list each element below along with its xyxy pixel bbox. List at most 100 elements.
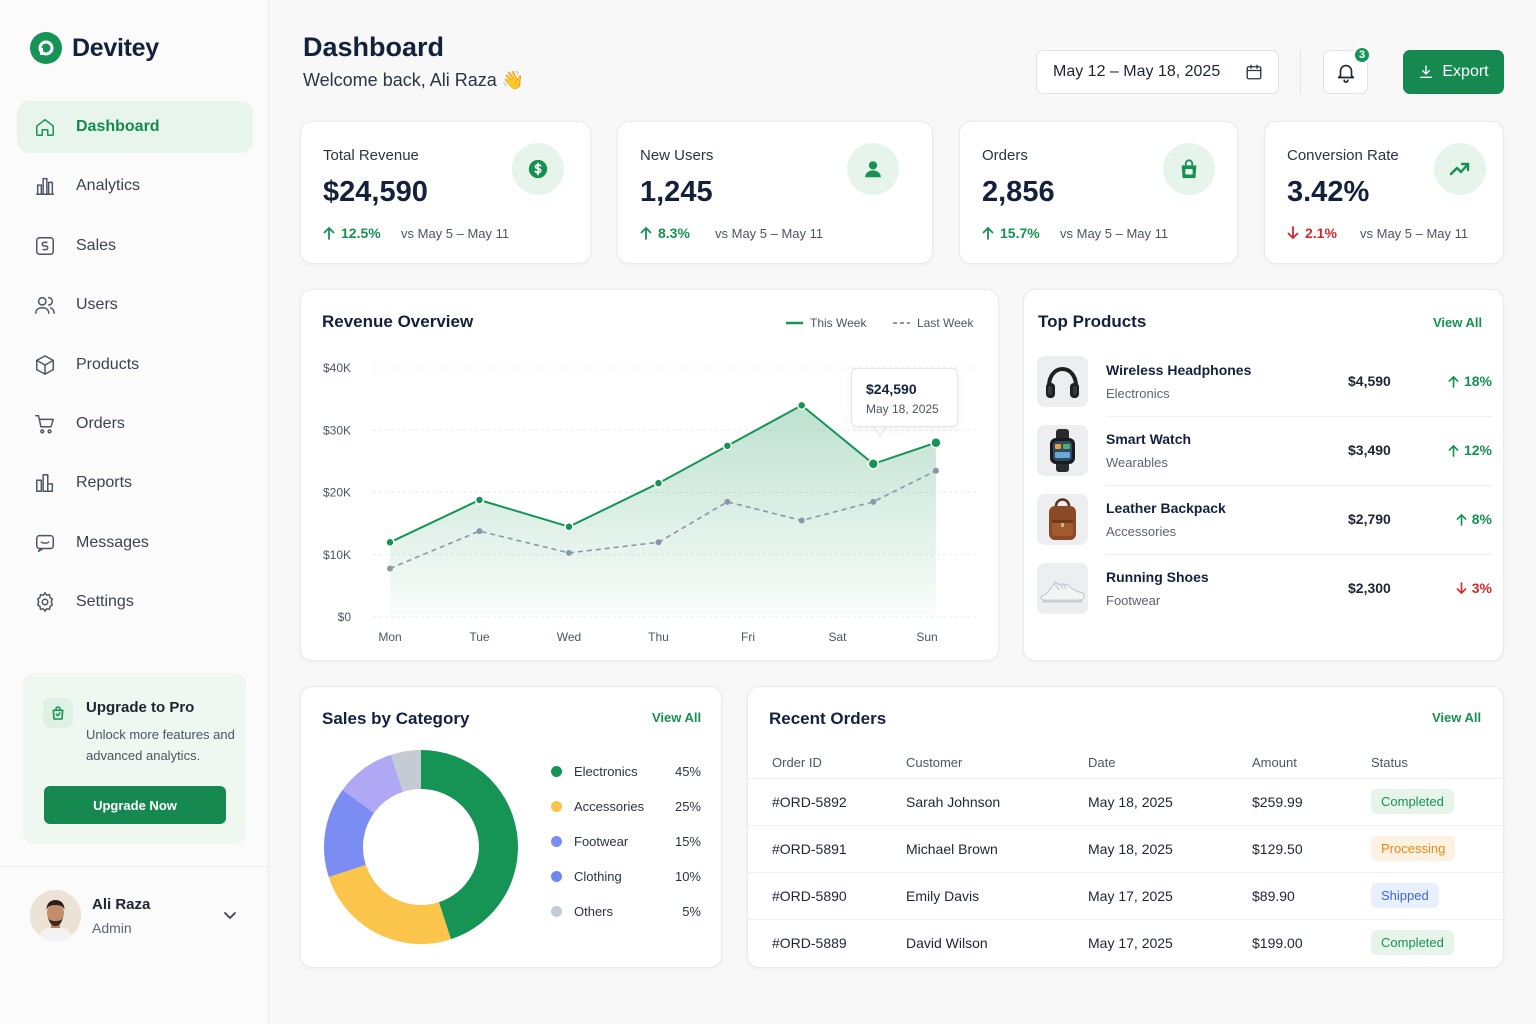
product-name: Leather Backpack [1106, 500, 1226, 516]
order-customer: Emily Davis [906, 888, 980, 904]
arrow-up-icon [1456, 513, 1467, 526]
stat-compare: vs May 5 – May 11 [1060, 226, 1169, 241]
column-header[interactable]: Order ID [772, 755, 822, 770]
product-price: $2,300 [1348, 580, 1391, 596]
logo-icon [30, 32, 62, 64]
stat-delta-value: 15.7% [1000, 225, 1040, 241]
donut-slice[interactable] [391, 750, 421, 792]
stat-delta-value: 12.5% [341, 225, 381, 241]
last-week-point [724, 498, 731, 505]
tooltip-pointer [873, 426, 887, 437]
table-row[interactable]: #ORD-5891 Michael Brown May 18, 2025 $12… [748, 825, 1505, 872]
view-all-link[interactable]: View All [652, 710, 702, 725]
table-row[interactable]: #ORD-5892 Sarah Johnson May 18, 2025 $25… [748, 778, 1505, 825]
product-trend: 3% [1456, 580, 1492, 596]
sidebar-item-settings[interactable]: Settings [17, 576, 253, 628]
user-role: Admin [92, 920, 132, 936]
last-week-point [387, 565, 393, 572]
y-tick-label: $10K [323, 548, 351, 562]
product-row[interactable]: Leather Backpack Accessories $2,790 8% [1037, 494, 1492, 563]
upgrade-now-button[interactable]: Upgrade Now [44, 786, 226, 824]
stat-delta-value: 2.1% [1305, 225, 1337, 241]
product-thumbnail [1037, 356, 1088, 407]
view-all-link[interactable]: View All [1432, 710, 1482, 725]
sidebar-item-label: Users [76, 296, 118, 314]
chevron-down-icon[interactable] [222, 909, 238, 928]
product-name: Smart Watch [1106, 431, 1192, 447]
users-icon [35, 297, 55, 315]
sidebar-item-dashboard[interactable]: Dashboard [17, 101, 253, 153]
sidebar-item-users[interactable]: Users [17, 279, 253, 331]
export-label: Export [1442, 63, 1489, 80]
this-week-point [653, 478, 664, 488]
donut-slice[interactable] [324, 789, 375, 877]
product-row[interactable]: Running Shoes Footwear $2,300 3% [1037, 563, 1492, 632]
product-row[interactable]: Wireless Headphones Electronics $4,590 1… [1037, 356, 1492, 425]
column-header[interactable]: Amount [1252, 755, 1297, 770]
view-all-link[interactable]: View All [1433, 315, 1483, 330]
column-header[interactable]: Customer [906, 755, 963, 770]
donut-slice[interactable] [328, 864, 451, 944]
category-percent: 10% [674, 869, 701, 884]
sidebar: Devitey Dashboard Analytics Sales Users … [0, 0, 269, 1024]
bell-icon [1337, 64, 1354, 83]
arrow-up-icon [982, 226, 994, 240]
legend-last-week[interactable]: Last Week [893, 316, 973, 330]
y-tick-label: $40K [323, 361, 351, 375]
user-profile[interactable]: Ali Raza Admin [30, 890, 150, 941]
export-button[interactable]: Export [1403, 50, 1504, 94]
table-row[interactable]: #ORD-5890 Emily Davis May 17, 2025 $89.9… [748, 872, 1505, 919]
order-date: May 17, 2025 [1088, 935, 1173, 951]
product-row[interactable]: Smart Watch Wearables $3,490 12% [1037, 425, 1492, 494]
order-id: #ORD-5890 [772, 888, 847, 904]
legend-label: This Week [810, 316, 867, 330]
x-tick-label: Tue [469, 630, 490, 644]
arrow-down-icon [1456, 581, 1467, 594]
product-price: $3,490 [1348, 442, 1391, 458]
sidebar-item-label: Sales [76, 236, 117, 254]
category-legend-item: Electronics 45% [551, 764, 701, 779]
sidebar-item-sales[interactable]: Sales [17, 220, 253, 272]
cart-icon [35, 414, 54, 434]
this-week-point [867, 458, 880, 470]
upgrade-title: Upgrade to Pro [86, 699, 195, 716]
card-title: Sales by Category [322, 709, 470, 728]
arrow-up-icon [640, 226, 652, 240]
x-tick-label: Wed [557, 630, 581, 644]
notification-badge: 3 [1353, 46, 1371, 64]
legend-this-week[interactable]: This Week [786, 316, 866, 330]
order-customer: Sarah Johnson [906, 794, 1001, 810]
column-header[interactable]: Date [1088, 755, 1116, 770]
stat-value: 3.42% [1287, 176, 1370, 208]
stat-label: Total Revenue [323, 147, 419, 164]
sidebar-item-reports[interactable]: Reports [17, 457, 253, 509]
column-header[interactable]: Status [1371, 755, 1408, 770]
category-name: Electronics [574, 764, 638, 779]
sidebar-item-orders[interactable]: Orders [17, 398, 253, 450]
sidebar-item-products[interactable]: Products [17, 339, 253, 391]
message-icon [36, 534, 54, 552]
legend-line-solid [786, 321, 803, 325]
date-range-picker[interactable]: May 12 – May 18, 2025 [1036, 50, 1279, 94]
this-week-area [390, 405, 936, 617]
category-name: Footwear [574, 834, 629, 849]
product-price: $4,590 [1348, 373, 1391, 389]
sidebar-item-analytics[interactable]: Analytics [17, 160, 253, 212]
legend-line-dashed [893, 322, 910, 324]
legend-dot [551, 906, 562, 917]
upgrade-text: Unlock more features and advanced analyt… [86, 727, 235, 763]
legend-dot [551, 871, 562, 882]
date-range-value: May 12 – May 18, 2025 [1053, 63, 1221, 80]
table-row[interactable]: #ORD-5889 David Wilson May 17, 2025 $199… [748, 919, 1505, 966]
donut-slice[interactable] [342, 754, 404, 813]
brand[interactable]: Devitey [30, 32, 159, 64]
dollar-icon [512, 143, 564, 195]
donut-slice[interactable] [421, 750, 518, 940]
revenue-chart: $0 $10K $20K $30K $40K Mon Tue Wed Thu Fri Sat Sun [323, 361, 977, 644]
stat-value: 2,856 [982, 176, 1055, 208]
box-icon [36, 354, 54, 375]
stat-delta-value: 8.3% [658, 225, 690, 241]
stat-label: Orders [982, 147, 1028, 164]
sidebar-item-messages[interactable]: Messages [17, 517, 253, 569]
x-tick-label: Thu [648, 630, 669, 644]
